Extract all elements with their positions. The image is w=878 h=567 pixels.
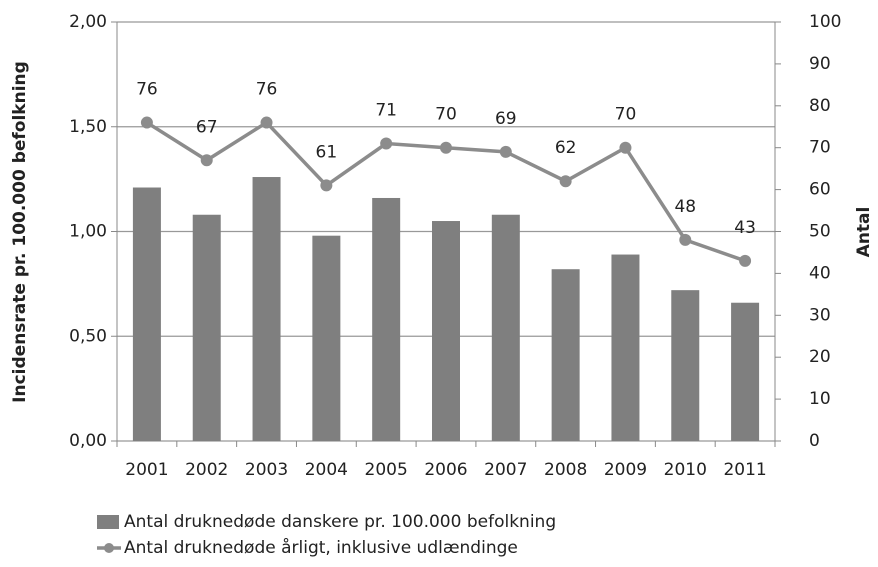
- x-tick-label: 2009: [604, 460, 647, 480]
- line-marker: [440, 141, 452, 154]
- legend-swatch: [97, 515, 119, 529]
- x-tick-label: 2010: [664, 460, 707, 480]
- line-marker: [200, 154, 213, 167]
- x-tick-label: 2005: [365, 460, 408, 480]
- data-label: 69: [495, 109, 517, 129]
- data-label: 70: [615, 105, 637, 125]
- x-tick-label: 2007: [484, 460, 527, 480]
- line-marker: [320, 179, 333, 192]
- bar: [432, 221, 460, 441]
- bar: [491, 214, 520, 441]
- data-label: 67: [196, 117, 218, 137]
- bar: [192, 214, 221, 441]
- bar: [551, 269, 580, 441]
- y-tick-label: 0,00: [69, 431, 107, 451]
- bar: [731, 302, 760, 441]
- line-marker: [619, 141, 632, 154]
- y2-axis-title: Antal: [854, 207, 874, 258]
- y2-tick-label: 70: [809, 138, 831, 158]
- x-tick-label: 2006: [424, 460, 467, 480]
- data-label: 43: [734, 218, 756, 238]
- y2-tick-label: 50: [809, 222, 831, 242]
- y-tick-label: 0,50: [69, 326, 107, 346]
- y-tick-label: 1,50: [69, 117, 107, 137]
- line-marker: [499, 145, 512, 158]
- line-marker: [380, 137, 393, 150]
- y2-tick-label: 0: [809, 431, 820, 451]
- line-marker: [739, 254, 752, 267]
- line-marker: [260, 116, 273, 129]
- line-marker: [559, 175, 572, 188]
- data-label: 70: [435, 105, 457, 125]
- bar: [611, 254, 640, 441]
- y2-tick-label: 20: [809, 347, 831, 367]
- line-marker: [679, 233, 692, 246]
- y2-tick-label: 40: [809, 263, 831, 283]
- legend-label: Antal druknedøde danskere pr. 100.000 be…: [124, 512, 556, 532]
- data-label: 48: [674, 197, 696, 217]
- bar: [312, 235, 341, 441]
- y2-tick-label: 30: [809, 305, 831, 325]
- line-marker: [140, 116, 153, 129]
- bar: [252, 177, 281, 441]
- y2-tick-label: 60: [809, 180, 831, 200]
- data-label: 71: [375, 101, 397, 121]
- data-label: 76: [136, 80, 158, 100]
- data-label: 76: [256, 80, 278, 100]
- x-tick-label: 2003: [245, 460, 288, 480]
- y-tick-label: 2,00: [69, 12, 107, 32]
- y2-tick-label: 100: [809, 12, 841, 32]
- bar: [372, 197, 401, 441]
- y2-tick-label: 90: [809, 54, 831, 74]
- legend-swatch: [104, 543, 114, 553]
- x-tick-label: 2008: [544, 460, 587, 480]
- y2-tick-label: 10: [809, 389, 831, 409]
- bar: [671, 290, 700, 441]
- x-tick-label: 2011: [723, 460, 766, 480]
- data-label: 61: [316, 142, 338, 162]
- legend-label: Antal druknedøde årligt, inklusive udlæn…: [124, 537, 518, 558]
- x-tick-label: 2002: [185, 460, 228, 480]
- data-label: 62: [555, 138, 577, 158]
- x-tick-label: 2001: [125, 460, 168, 480]
- x-tick-label: 2004: [305, 460, 348, 480]
- y-tick-label: 1,00: [69, 222, 107, 242]
- bar: [132, 187, 161, 441]
- y-axis-title: Incidensrate pr. 100.000 befolkning: [10, 61, 30, 403]
- y2-tick-label: 80: [809, 96, 831, 116]
